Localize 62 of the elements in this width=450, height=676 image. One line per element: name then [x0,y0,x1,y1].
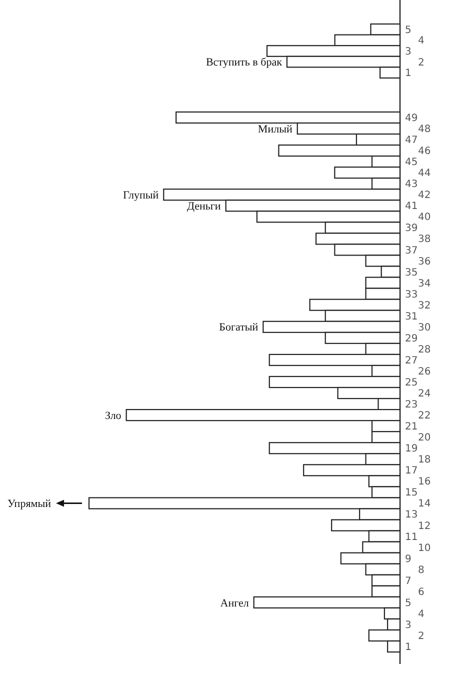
y-tick-label: 38 [418,234,431,246]
y-tick-label: 30 [418,322,431,334]
y-tick-label: 2 [418,57,424,68]
y-tick-label: 49 [405,113,418,124]
y-tick-label: 29 [405,333,418,344]
y-tick-label: 34 [418,278,431,290]
annotation: Зло [104,410,122,422]
y-tick-label: 17 [405,466,418,477]
y-tick-label: 47 [405,135,418,146]
y-tick-label: 42 [418,190,431,202]
y-tick-label: 33 [405,289,418,300]
y-tick-label: 8 [418,564,424,576]
y-tick-label: 22 [418,410,431,422]
y-tick-label: 46 [418,146,431,158]
y-tick-label: 37 [405,245,418,256]
y-tick-label: 31 [405,311,418,322]
y-tick-label: 32 [418,300,431,312]
y-tick-label: 39 [405,223,418,234]
y-tick-label: 4 [418,36,424,47]
y-tick-label: 15 [405,488,418,499]
y-tick-label: 43 [405,179,418,190]
y-tick-label: 2 [418,630,424,642]
y-tick-label: 1 [405,68,412,80]
y-tick-label: 35 [405,267,418,278]
y-tick-label: 13 [405,510,418,521]
annotation: Вступить в брак [206,56,283,69]
y-tick-label: 45 [405,157,418,168]
y-tick-label: 36 [418,256,431,268]
y-tick-label: 19 [405,444,418,455]
y-tick-label: 6 [418,586,424,598]
y-tick-label: 25 [405,378,418,388]
y-tick-label: 9 [405,554,412,565]
y-tick-label: 5 [405,24,412,36]
y-tick-label: 24 [418,388,431,400]
annotation: Упрямый [7,498,52,510]
y-tick-label: 40 [418,212,431,224]
annotation: Глупый [122,190,159,202]
y-tick-label: 12 [418,520,431,532]
y-tick-label: 3 [405,46,412,58]
annotation: Деньги [187,200,221,213]
y-tick-label: 20 [418,432,431,444]
y-tick-label: 44 [418,168,431,180]
y-tick-label: 48 [418,124,431,136]
y-tick-label: 1 [405,642,412,653]
y-tick-label: 11 [405,532,418,543]
y-tick-label: 27 [405,355,418,366]
y-tick-label: 16 [418,476,431,488]
y-tick-label: 14 [418,498,431,510]
y-tick-label: 21 [405,422,418,433]
y-tick-label: 23 [405,400,418,411]
y-tick-label: 41 [405,201,418,212]
y-tick-label: 7 [405,576,412,587]
y-tick-label: 18 [418,454,431,466]
annotation: Милый [258,123,292,136]
annotation: Богатый [219,322,258,334]
y-tick-label: 26 [418,366,431,378]
y-tick-label: 4 [418,608,424,620]
y-tick-label: 3 [405,620,412,631]
y-tick-label: 5 [405,598,412,609]
y-tick-label: 10 [418,542,431,554]
annotation: Ангел [220,597,250,610]
y-tick-label: 28 [418,344,431,356]
